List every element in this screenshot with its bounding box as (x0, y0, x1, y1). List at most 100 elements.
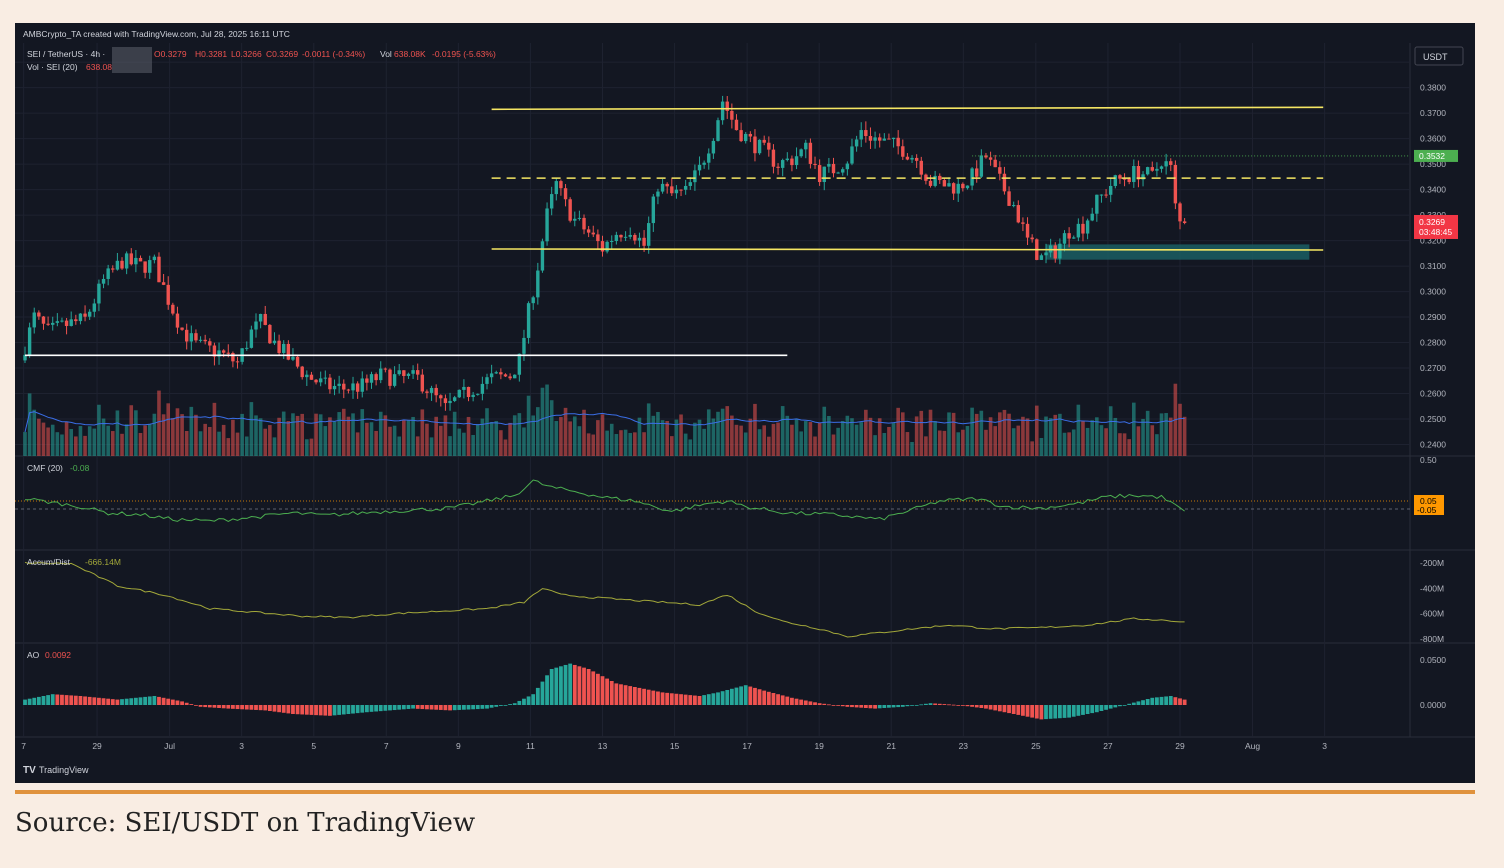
ao-bar-171 (813, 702, 817, 705)
ao-bar-214 (1011, 705, 1016, 714)
candle-body-144 (688, 182, 692, 186)
tradingview-logo-icon: TV (23, 765, 36, 776)
ao-bar-197 (933, 703, 938, 705)
ao-bar-228 (1076, 705, 1081, 716)
indicators-layer (15, 479, 1410, 720)
candle-body-84 (411, 370, 415, 374)
volume-bar-124 (596, 420, 600, 456)
time-tick-label-12: 21 (887, 741, 897, 751)
ao-bar-34 (180, 701, 184, 705)
volume-ma-line (24, 411, 1185, 433)
candle-body-157 (748, 133, 753, 137)
ao-bar-33 (175, 700, 180, 705)
volume-bar-138 (660, 420, 665, 456)
ao-bar-181 (859, 705, 864, 708)
time-tick-label-8: 13 (598, 741, 608, 751)
volume-bar-67 (332, 421, 337, 456)
volume-bar-144 (688, 439, 693, 456)
volume-bar-107 (517, 413, 522, 456)
volume-bar-106 (512, 415, 517, 456)
last-price-marker-bg (1414, 214, 1458, 239)
ao-bar-149 (711, 693, 716, 705)
ao-bar-162 (771, 693, 776, 705)
candle-body-13 (83, 313, 87, 317)
ao-bar-219 (1034, 705, 1039, 719)
ao-bar-125 (600, 676, 605, 705)
volume-bar-192 (910, 441, 914, 456)
ao-bar-151 (720, 691, 725, 705)
volume-bar-27 (147, 423, 152, 456)
price-tick-label-10: 0.2900 (1420, 312, 1446, 322)
volume-bar-232 (1095, 417, 1099, 456)
time-tick-label-5: 7 (384, 741, 389, 751)
ao-bar-190 (900, 705, 905, 707)
tradingview-logo[interactable]: TV TradingView (23, 765, 89, 776)
candle-body-212 (1002, 173, 1007, 192)
ao-bar-103 (498, 705, 503, 706)
ao-bar-44 (226, 705, 231, 709)
candle-body-48 (245, 347, 249, 349)
candle-body-174 (827, 163, 831, 167)
ao-bar-61 (304, 705, 309, 715)
symbol-label[interactable]: SEI / TetherUS · 4h · (27, 49, 105, 59)
currency-button[interactable]: USDT (1414, 46, 1464, 66)
volume-bar-108 (522, 427, 526, 456)
demand-zone (1046, 244, 1310, 260)
candle-body-29 (157, 256, 161, 283)
volume-bar-143 (683, 433, 688, 456)
ao-bar-139 (665, 692, 670, 705)
volume-bar-231 (1090, 420, 1095, 456)
volume-bar-185 (877, 418, 882, 456)
volume-bar-68 (337, 412, 341, 456)
ao-bar-232 (1094, 705, 1099, 713)
cmf-marker-lower-text: -0.05 (1417, 505, 1437, 515)
ao-bar-90 (438, 705, 443, 710)
volume-bar-230 (1085, 427, 1090, 456)
ao-bar-15 (92, 697, 97, 705)
volume-bar-204 (965, 425, 970, 456)
volume-bar-56 (281, 411, 286, 456)
cmf-legend[interactable]: CMF (20) (27, 463, 63, 473)
ao-bar-222 (1048, 705, 1053, 719)
volume-bar-167 (794, 418, 799, 456)
candle-body-180 (854, 139, 859, 147)
ao-bar-212 (1002, 705, 1007, 713)
candle-body-128 (614, 234, 619, 241)
candle-body-232 (1095, 194, 1099, 214)
candle-body-100 (485, 377, 489, 384)
volume-bar-142 (679, 414, 683, 456)
ao-bar-234 (1104, 705, 1108, 710)
candle-body-220 (1039, 255, 1044, 260)
chart-canvas[interactable]: 0.39000.38000.37000.36000.35000.34000.33… (15, 23, 1475, 783)
ao-bar-216 (1021, 705, 1025, 716)
ao-bar-175 (831, 705, 836, 706)
time-tick-label-13: 23 (959, 741, 969, 751)
volume-bar-109 (526, 395, 531, 456)
candle-body-102 (494, 372, 498, 374)
ao-bar-136 (651, 690, 656, 705)
candle-body-139 (665, 183, 669, 187)
volume-legend[interactable]: Vol · SEI (20) (27, 62, 78, 72)
ao-legend[interactable]: AO (27, 650, 40, 660)
ao-bar-88 (429, 705, 434, 710)
volume-bar-48 (244, 436, 249, 456)
volume-bar-88 (429, 437, 434, 456)
ad-legend[interactable]: Accum/Dist (27, 557, 71, 567)
time-tick-label-11: 19 (814, 741, 824, 751)
ad-tick-label-1: -400M (1420, 583, 1444, 593)
volume-bar-36 (189, 406, 194, 456)
volume-bar-65 (323, 426, 328, 456)
candle-body-89 (434, 387, 438, 396)
price-tick-label-7: 0.3200 (1420, 236, 1446, 246)
volume-bar-35 (184, 431, 189, 456)
candle-body-230 (1085, 220, 1090, 234)
volume-bar-86 (420, 409, 425, 456)
ao-bar-199 (942, 704, 947, 705)
volume-bar-215 (1016, 425, 1021, 456)
ad-tick-label-0: -200M (1420, 558, 1444, 568)
volume-bar-92 (448, 436, 452, 456)
volume-bar-179 (850, 418, 854, 456)
candle-body-74 (365, 378, 369, 383)
candle-body-15 (92, 303, 96, 312)
candle-body-231 (1090, 213, 1094, 221)
